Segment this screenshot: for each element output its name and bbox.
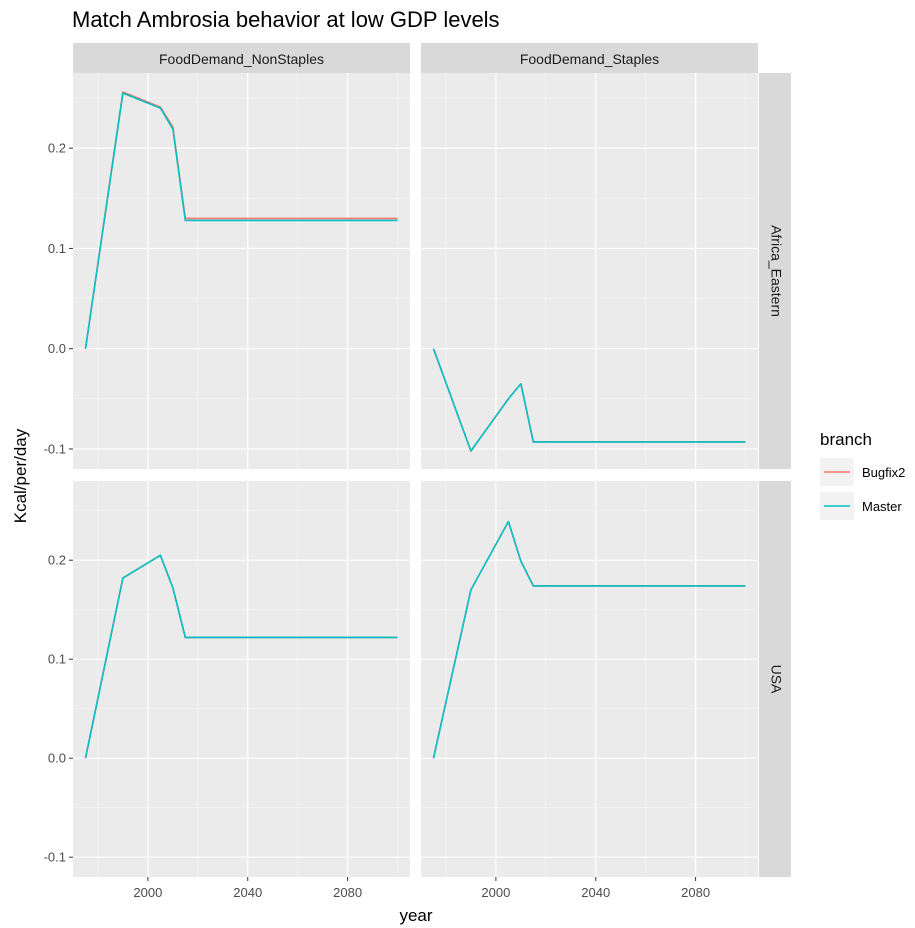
x-tick-label: 2000 [481,885,510,900]
panel-background [421,481,758,877]
x-axis-title: year [399,906,432,925]
facet-panels: FoodDemand_NonStaples FoodDemand_Staples A… [44,43,791,900]
panel-africa-eastern-fooddemand-nonstaples [73,73,410,469]
facet-strip-fooddemand-nonstaples [73,43,410,73]
facet-strip-label-fooddemand-nonstaples: FoodDemand_NonStaples [159,51,324,67]
x-tick-label: 2080 [333,885,362,900]
panel-africa-eastern-fooddemand-staples [421,73,758,469]
x-tick-label: 2040 [233,885,262,900]
chart-title: Match Ambrosia behavior at low GDP level… [72,7,500,32]
x-tick-label: 2000 [133,885,162,900]
legend-title: branch [820,430,872,449]
facet-strip-label-fooddemand-staples: FoodDemand_Staples [520,51,659,67]
facet-strip-africa-eastern [759,73,791,469]
series-line-master [432,348,746,452]
panel-background [73,73,410,469]
legend-label-master: Master [862,499,902,514]
series-line-master [84,92,398,349]
y-tick-label: -0.1 [44,441,66,456]
x-tick-label: 2040 [581,885,610,900]
legend: branch Bugfix2 Master [807,422,915,550]
y-tick-label: 0.0 [48,751,66,766]
facet-strip-usa [759,481,791,877]
series-line-master [432,520,746,759]
y-tick-label: 0.2 [48,553,66,568]
legend-label-bugfix2: Bugfix2 [862,465,905,480]
x-tick-label: 2080 [681,885,710,900]
panel-usa-fooddemand-nonstaples [73,481,410,877]
panel-background [73,481,410,877]
y-tick-label: -0.1 [44,850,66,865]
y-tick-label: 0.0 [48,341,66,356]
y-tick-label: 0.2 [48,141,66,156]
facet-strip-fooddemand-staples [421,43,758,73]
panel-background [421,73,758,469]
series-line-master [84,554,398,759]
facet-strip-label-usa: USA [768,665,784,694]
facet-strip-label-africa-eastern: Africa_Eastern [768,225,784,317]
y-tick-label: 0.1 [48,652,66,667]
y-tick-label: 0.1 [48,241,66,256]
y-axis-title: Kcal/per/day [11,428,30,523]
panel-usa-fooddemand-staples [421,481,758,877]
